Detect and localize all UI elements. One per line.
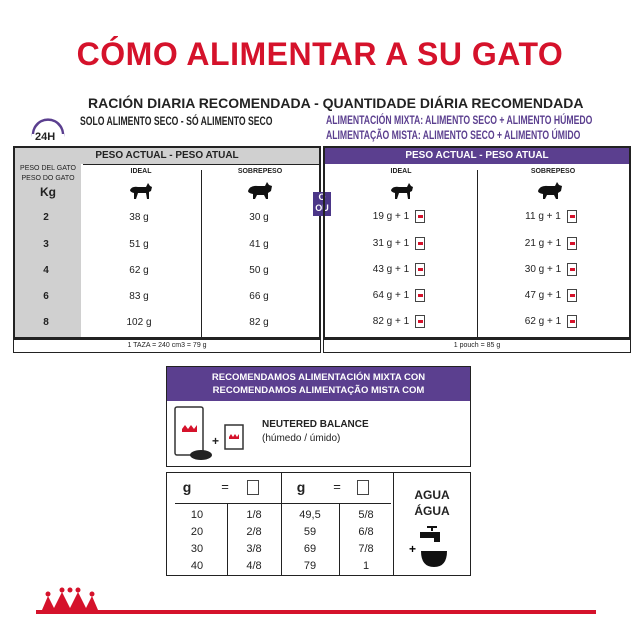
mixed-ideal-value: 64 g + 1 [323,289,475,302]
mixed-ideal-value: 82 g + 1 [323,315,475,328]
pouch-icon [415,289,426,302]
royal-canin-crown-logo [36,587,596,614]
weight-kg: 2 [43,212,49,223]
grams-header: g [182,479,192,495]
dry-ideal-value: 102 g [126,317,152,328]
mixed-ideal-value: 43 g + 1 [323,263,475,276]
equals-sign: = [333,479,341,494]
equals-sign: = [221,479,229,494]
mixed-table: PESO ACTUAL - PESO ATUAL IDEAL SOBREPESO [323,146,631,339]
ideal-label: IDEAL [390,168,412,175]
mixed-ideal-value: 31 g + 1 [323,237,475,250]
dry-ideal-value: 83 g [129,291,149,302]
dry-only-label: SOLO ALIMENTO SECO - SÓ ALIMENTO SECO [80,114,273,128]
product-type: (húmedo / úmido) [262,433,341,444]
subtitle: RACIÓN DIARIA RECOMENDADA - QUANTIDADE D… [88,95,584,111]
dry-and-wet-food-icon: + [174,406,244,460]
water-label: AGUA ÁGUA [414,488,450,518]
dry-ideal-value: 62 g [129,265,149,276]
conversion-cell: 79 [303,560,317,572]
weight-kg: 3 [43,239,49,250]
dry-only-table: PESO ACTUAL - PESO ATUAL PESO DEL GATO PE… [13,146,321,339]
dry-ideal-value: 51 g [129,239,149,250]
conversion-cell: 1 [362,560,370,572]
pouch-icon [567,263,578,276]
water-tap-bowl-icon: + [409,526,447,567]
cup-icon [357,479,369,497]
conversion-cell: 4/8 [246,560,262,572]
conversion-cell: 49,5 [299,509,321,521]
weight-unit: Kg [40,185,56,199]
ideal-label: IDEAL [130,168,152,175]
mixed-over-value: 47 g + 1 [475,289,627,302]
recommendation-box: RECOMENDAMOS ALIMENTACIÓN MIXTA CON RECOM… [166,366,471,467]
page-title: CÓMO ALIMENTAR A SU GATO [76,36,564,72]
mixed-label-es: ALIMENTACIÓN MIXTA: ALIMENTO SECO + ALIM… [326,113,593,127]
pouch-icon [567,315,578,328]
dry-over-value: 50 g [249,265,269,276]
conversion-table: g = g = 10 1/8 49,5 5/8 20 2/8 59 6/8 30 3/8 69 7/8… [166,472,471,576]
conversion-cell: 1/8 [246,509,262,521]
pouch-icon [415,263,426,276]
overweight-cat-icon [248,182,272,199]
cup-icon [247,479,259,497]
dry-over-value: 41 g [249,239,269,250]
mixed-label-pt: ALIMENTAÇÃO MISTA: ALIMENTO SECO + ALIME… [326,128,581,142]
pouch-icon [415,315,426,328]
ideal-cat-icon [130,183,152,199]
or-badge: O OU [313,192,331,216]
weight-label-es: PESO DEL GATO [20,165,76,172]
recommendation-header: RECOMENDAMOS ALIMENTACIÓN MIXTA CON RECOM… [167,367,470,401]
mixed-over-value: 21 g + 1 [475,237,627,250]
conversion-cell: 59 [303,526,317,538]
mixed-header: PESO ACTUAL - PESO ATUAL [325,148,629,164]
dry-ideal-value: 38 g [129,212,149,223]
overweight-cat-icon [538,182,562,199]
dry-over-value: 30 g [249,212,269,223]
conversion-cell: 30 [190,543,204,555]
conversion-cell: 20 [190,526,204,538]
weight-kg: 4 [43,265,49,276]
weight-kg: 6 [43,291,49,302]
grams-header: g [296,479,306,495]
mixed-over-value: 11 g + 1 [475,210,627,223]
mixed-over-value: 30 g + 1 [475,263,627,276]
conversion-cell: 10 [190,509,204,521]
dry-over-value: 66 g [249,291,269,302]
clock-24h-icon [31,118,65,148]
conversion-cell: 2/8 [246,526,262,538]
clock-label: 24H [35,131,56,143]
mixed-ideal-value: 19 g + 1 [323,210,475,223]
pouch-icon [415,210,426,223]
svg-text:+: + [212,434,219,448]
conversion-cell: 69 [303,543,317,555]
svg-text:+: + [409,542,416,556]
conversion-cell: 7/8 [358,543,374,555]
dry-header: PESO ACTUAL - PESO ATUAL [15,148,319,164]
weight-kg: 8 [43,317,49,328]
conversion-cell: 5/8 [358,509,374,521]
conversion-cell: 40 [190,560,204,572]
conversion-cell: 3/8 [246,543,262,555]
pouch-icon [567,237,578,250]
overweight-label: SOBREPESO [530,168,576,175]
dry-over-value: 82 g [249,317,269,328]
pouch-icon [415,237,426,250]
pouch-icon [567,289,578,302]
dry-footer: 1 TAZA = 240 cm3 = 79 g [13,339,321,353]
mixed-over-value: 62 g + 1 [475,315,627,328]
mixed-footer: 1 pouch = 85 g [323,339,631,353]
pouch-icon [566,210,577,223]
overweight-label: SOBREPESO [237,168,283,175]
weight-label-pt: PESO DO GATO [21,175,75,182]
product-name: NEUTERED BALANCE [262,419,369,430]
ideal-cat-icon [391,183,413,199]
conversion-cell: 6/8 [358,526,374,538]
